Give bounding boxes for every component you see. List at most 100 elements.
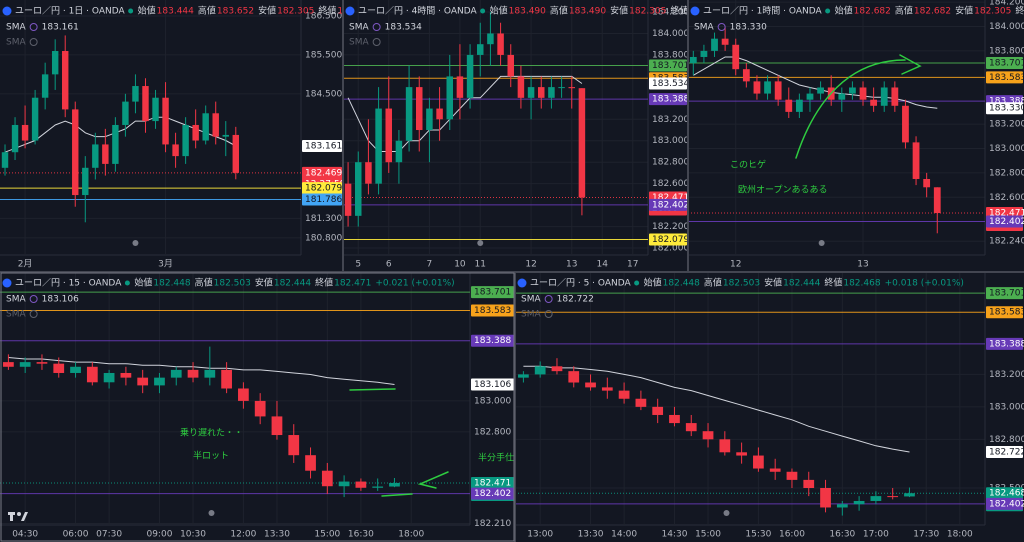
- ohlc-label: 高値: [704, 277, 722, 289]
- candle-body: [558, 87, 565, 89]
- event-icon: [132, 240, 139, 246]
- hand-arrow-head: [899, 54, 922, 75]
- x-tick-label: 06:00: [63, 530, 89, 540]
- ohlc-label: 始値: [134, 277, 152, 289]
- candle-body: [702, 431, 714, 440]
- chart-title: ユーロ／円 · 15 · OANDA: [15, 278, 122, 289]
- x-tick-label: 15:00: [695, 530, 721, 540]
- candle-body: [836, 504, 848, 508]
- panel: 184.200 184.000 183.800 183.200 183.000 182.8…: [343, 0, 689, 270]
- candle-body: [753, 81, 761, 94]
- candle-body: [122, 101, 129, 125]
- market-status: [480, 8, 486, 14]
- indicator-icon: [29, 310, 38, 318]
- ohlc-value: 182.444: [274, 279, 311, 289]
- candle-body: [601, 387, 613, 391]
- candle-body: [497, 33, 504, 55]
- candle-body: [652, 406, 664, 415]
- price-tag-label: 183.701: [989, 58, 1024, 68]
- price-tag: [986, 497, 1023, 510]
- ohlc-label: 始値: [835, 5, 853, 17]
- candle-body: [859, 87, 867, 100]
- price-tag-label: 183.701: [989, 289, 1024, 299]
- candle-body: [870, 99, 878, 106]
- price-tag-label: 182.471: [652, 193, 689, 203]
- x-tick-label: 13:30: [578, 530, 604, 540]
- candle-body: [456, 76, 464, 98]
- x-tick-label: 16:30: [348, 530, 374, 540]
- price-tag: [986, 102, 1023, 115]
- ohlc-label: 安値: [764, 277, 782, 289]
- price-tag: [986, 445, 1023, 458]
- x-tick-label: 13: [857, 260, 868, 270]
- market-status: [124, 280, 130, 286]
- event-icon: [723, 510, 730, 516]
- price-tag-label: 183.583: [474, 306, 511, 316]
- candle-body: [923, 178, 931, 188]
- indicator-value: 182.722: [557, 295, 594, 305]
- indicator-name: SMA: [6, 38, 26, 48]
- candle-body: [548, 87, 555, 98]
- price-tag: [986, 56, 1023, 69]
- indicator-name: SMA: [521, 310, 541, 320]
- candle-body: [689, 56, 697, 64]
- indicator-name: SMA: [6, 310, 26, 320]
- panel: 186.500 185.500 184.500 181.300 180.800 2月 3月 1…: [0, 0, 343, 270]
- y-tick-label: 182.240: [989, 237, 1024, 247]
- symbol-icon: [2, 278, 12, 288]
- x-tick-label: 12: [730, 260, 741, 270]
- candle-body: [838, 93, 846, 100]
- x-tick-label: 13:30: [264, 530, 290, 540]
- candle-body: [338, 481, 350, 487]
- ohlc-value: 182.444: [783, 279, 820, 289]
- y-tick-label: 182.210: [474, 519, 511, 529]
- x-tick-label: 07:30: [96, 530, 122, 540]
- price-tag-label: 182.471: [989, 209, 1024, 219]
- candle-body: [372, 486, 384, 488]
- price-tag-label: 183.701: [652, 61, 689, 71]
- chart-title: ユーロ／円 · 5 · OANDA: [530, 278, 631, 289]
- candle-body: [53, 363, 65, 373]
- candle-body: [271, 416, 283, 436]
- candle-body: [132, 86, 139, 102]
- ohlc-label: 始値: [644, 277, 662, 289]
- candle-body: [222, 134, 229, 137]
- candle-body: [51, 51, 59, 75]
- ohlc-label: 高値: [895, 5, 913, 17]
- ohlc-value: 182.503: [214, 279, 251, 289]
- x-tick-label: 14:00: [611, 530, 637, 540]
- indicator-icon: [544, 295, 553, 303]
- candle-body: [904, 493, 915, 497]
- market-status: [825, 8, 831, 14]
- y-tick-label: 182.800: [989, 168, 1024, 178]
- indicator-name: SMA: [6, 23, 26, 33]
- y-tick-label: 184.000: [989, 22, 1024, 32]
- candle-body: [764, 81, 771, 94]
- candle-body: [82, 167, 89, 196]
- y-tick-label: 183.200: [989, 370, 1024, 380]
- candle-body: [769, 468, 781, 472]
- candle-body: [635, 398, 647, 407]
- ohlc-change: +0.018 (+0.01%): [885, 279, 964, 289]
- candle-body: [487, 33, 494, 45]
- candle-body: [426, 108, 433, 131]
- candle-body: [152, 97, 159, 122]
- candle-body: [853, 500, 865, 505]
- x-tick-label: 16:00: [779, 530, 805, 540]
- price-tag-label: 181.786: [305, 195, 342, 205]
- candle-body: [36, 362, 48, 364]
- indicator-name: SMA: [349, 23, 369, 33]
- candle-body: [527, 87, 535, 98]
- candle-body: [405, 87, 413, 141]
- candle-body: [753, 455, 764, 469]
- price-tag-label: 182.402: [989, 499, 1024, 509]
- ohlc-label: 終値: [1015, 5, 1024, 17]
- panel: 183.000 182.800 182.210 04:30 06:00 07:30 09:0…: [0, 272, 515, 540]
- ohlc-value: 183.444: [157, 7, 194, 17]
- candle-body: [202, 113, 209, 141]
- candle-body: [721, 38, 729, 45]
